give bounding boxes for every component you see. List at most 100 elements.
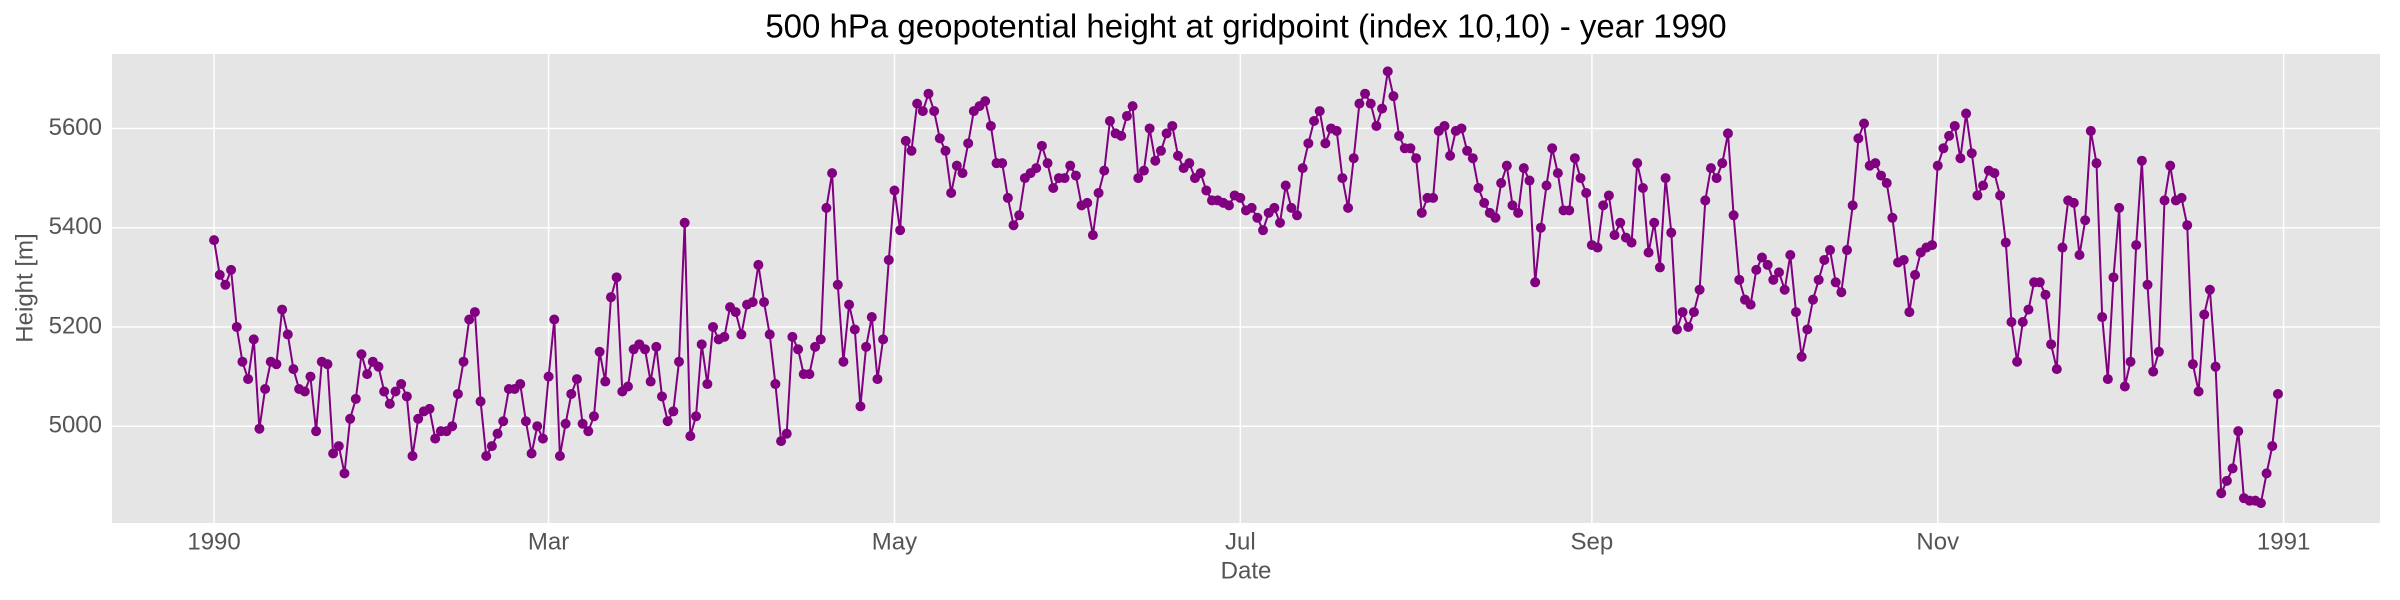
data-point <box>787 331 798 342</box>
data-point <box>2068 197 2079 208</box>
data-point <box>1876 170 1887 181</box>
data-point <box>2210 361 2221 372</box>
data-point <box>1320 138 1331 149</box>
data-point <box>2012 356 2023 367</box>
data-point <box>1014 210 1025 221</box>
data-point <box>1688 307 1699 318</box>
data-point <box>1416 207 1427 218</box>
data-point <box>2000 237 2011 248</box>
data-point <box>1569 153 1580 164</box>
data-point <box>997 158 1008 169</box>
data-point <box>1819 254 1830 265</box>
data-point <box>793 344 804 355</box>
data-point <box>1609 230 1620 241</box>
data-point <box>243 374 254 385</box>
data-point <box>1836 287 1847 298</box>
data-point <box>339 468 350 479</box>
data-point <box>492 428 503 439</box>
data-point <box>980 96 991 107</box>
data-point <box>2153 346 2164 357</box>
data-point <box>1779 284 1790 295</box>
data-point <box>781 428 792 439</box>
data-point <box>679 217 690 228</box>
data-point <box>1116 130 1127 141</box>
data-point <box>2165 160 2176 171</box>
data-point <box>1161 128 1172 139</box>
data-point <box>1093 187 1104 198</box>
data-point <box>1070 170 1081 181</box>
data-point <box>906 145 917 156</box>
data-point <box>708 321 719 332</box>
data-point <box>1944 130 1955 141</box>
data-point <box>1785 250 1796 260</box>
data-point <box>929 106 940 117</box>
data-point <box>1853 133 1864 144</box>
data-point <box>668 406 679 417</box>
x-tick-label: 1991 <box>2257 528 2310 555</box>
data-point <box>2108 272 2119 283</box>
data-point <box>849 324 860 335</box>
data-point <box>1382 66 1393 77</box>
data-point <box>2261 468 2272 479</box>
data-point <box>1467 153 1478 164</box>
data-point <box>543 371 554 382</box>
data-point <box>2119 381 2130 392</box>
data-point <box>1059 173 1070 184</box>
data-point <box>1246 202 1257 213</box>
data-point <box>2148 366 2159 377</box>
data-point <box>237 356 248 367</box>
data-point <box>2272 388 2283 399</box>
data-point <box>1428 192 1439 203</box>
data-point <box>1581 187 1592 198</box>
data-point <box>583 426 594 437</box>
data-point <box>1700 195 1711 206</box>
data-point <box>532 421 543 432</box>
data-point <box>328 448 339 459</box>
data-point <box>1626 237 1637 248</box>
data-point <box>1972 190 1983 201</box>
data-point <box>2034 277 2045 288</box>
data-point <box>1961 108 1972 119</box>
data-point <box>1722 128 1733 139</box>
data-point <box>1518 163 1529 174</box>
data-point <box>1258 225 1269 236</box>
data-point <box>311 426 322 437</box>
data-point <box>305 371 316 382</box>
data-point <box>464 314 475 325</box>
data-point <box>1842 245 1853 256</box>
data-point <box>299 386 310 397</box>
data-point <box>872 374 883 385</box>
data-point <box>515 379 526 390</box>
data-point <box>1728 210 1739 221</box>
data-point <box>639 344 650 355</box>
data-point <box>815 334 826 345</box>
y-tick-label: 5000 <box>49 412 102 439</box>
data-point <box>2199 309 2210 320</box>
data-point <box>1808 294 1818 305</box>
data-point <box>1717 158 1728 169</box>
data-point <box>209 235 220 246</box>
data-point <box>985 120 996 131</box>
data-point <box>1796 351 1807 362</box>
data-point <box>1966 148 1977 159</box>
data-point <box>1201 185 1212 196</box>
data-point <box>1513 207 1524 218</box>
data-point <box>1377 103 1388 114</box>
data-point <box>1898 254 1909 265</box>
data-point <box>1138 165 1149 176</box>
data-point <box>1354 98 1365 109</box>
data-point <box>1904 307 1915 318</box>
data-point <box>1099 165 1110 176</box>
data-point <box>1751 264 1762 275</box>
data-point <box>1371 120 1382 131</box>
data-point <box>458 356 469 367</box>
data-point <box>379 386 390 397</box>
data-point <box>957 168 968 179</box>
data-point <box>866 312 877 323</box>
data-point <box>288 364 299 375</box>
data-point <box>1280 180 1291 191</box>
data-point <box>1802 324 1813 335</box>
data-point <box>844 299 855 310</box>
data-point <box>2040 289 2051 300</box>
